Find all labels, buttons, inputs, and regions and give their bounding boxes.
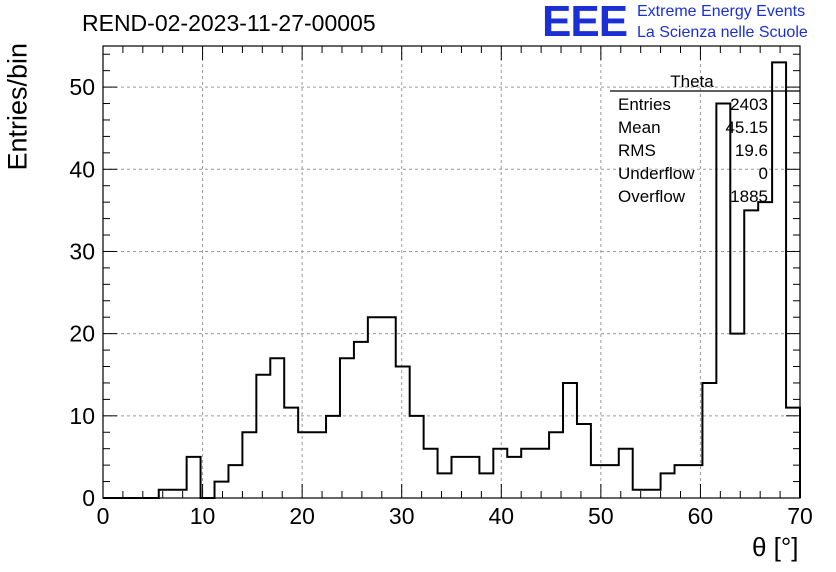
histogram-line <box>103 61 801 499</box>
stats-row-label: Entries <box>618 95 671 114</box>
x-tick-label: 0 <box>97 503 110 529</box>
stats-box-title: Theta <box>670 72 714 91</box>
logo-subtitle-line2: La Scienza nelle Scuole <box>637 24 808 41</box>
axes: 0 10 20 30 40 50 60 70 0 10 20 30 40 50 <box>69 45 813 529</box>
stats-row-value: 0 <box>759 164 768 183</box>
x-tick-label: 40 <box>488 503 514 529</box>
y-tick-label: 0 <box>82 485 95 511</box>
y-tick-label: 10 <box>69 403 95 429</box>
x-tick-label: 30 <box>389 503 415 529</box>
y-axis-label: Entries/bin <box>2 42 33 171</box>
y-tick-label: 50 <box>69 74 95 100</box>
grid-lines <box>103 46 800 498</box>
logo-subtitle-line1: Extreme Energy Events <box>637 3 806 20</box>
stats-row-value: 2403 <box>730 95 768 114</box>
histogram-series <box>103 61 801 499</box>
stats-row-label: Mean <box>618 118 661 137</box>
y-tick-label: 20 <box>69 321 95 347</box>
x-tick-label: 50 <box>588 503 614 529</box>
stats-row-label: RMS <box>618 141 656 160</box>
plot-frame <box>102 45 801 499</box>
x-axis-label: θ [°] <box>752 532 799 562</box>
stats-row-value: 45.15 <box>725 118 768 137</box>
x-tick-label: 20 <box>289 503 315 529</box>
x-tick-label: 10 <box>190 503 216 529</box>
y-tick-label: 30 <box>69 238 95 264</box>
x-tick-label: 60 <box>688 503 714 529</box>
x-tick-label: 70 <box>787 503 813 529</box>
chart-title: REND-02-2023-11-27-00005 <box>82 10 376 36</box>
stats-box: Theta Entries 2403 Mean 45.15 RMS 19.6 Underflo… <box>610 72 800 206</box>
eee-logo: EEE <box>542 0 628 46</box>
stats-row-label: Overflow <box>618 187 686 206</box>
stats-row-label: Underflow <box>618 164 695 183</box>
stats-row-value: 1885 <box>730 187 768 206</box>
y-tick-label: 40 <box>69 156 95 182</box>
stats-row-value: 19.6 <box>735 141 768 160</box>
